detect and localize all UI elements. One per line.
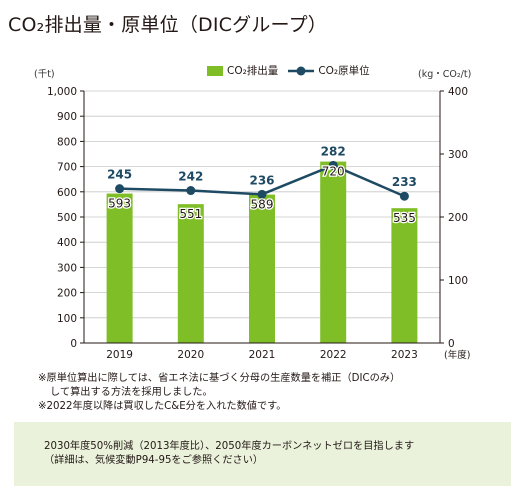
emissions-bar (320, 161, 347, 343)
right-axis-tick-label: 400 (448, 86, 468, 98)
left-axis-tick-label: 1,000 (47, 86, 77, 98)
emissions-data-label: 551 (179, 207, 202, 221)
x-axis-tick-label: 2021 (249, 349, 276, 361)
legend-bar-label: CO₂排出量 (227, 65, 279, 77)
target-line-2: （詳細は、気候変動P94-95をご参照ください） (44, 455, 264, 466)
left-axis-tick-label: 200 (57, 288, 77, 300)
x-axis-tick-label: 2023 (391, 349, 418, 361)
emissions-bar (177, 204, 204, 343)
intensity-data-label: 245 (107, 168, 132, 182)
chart-title: CO₂排出量・原単位（DICグループ） (8, 14, 327, 36)
x-axis-tick-label: 2019 (106, 349, 133, 361)
left-axis-tick-label: 300 (57, 262, 77, 274)
emissions-data-label: 593 (108, 197, 131, 211)
right-axis-tick-label: 300 (448, 149, 468, 161)
intensity-data-label: 233 (392, 175, 417, 189)
footnote-1-cont: して算出する方法を採用しました。 (50, 387, 213, 398)
left-axis-tick-label: 700 (57, 162, 77, 174)
intensity-data-label: 242 (178, 170, 203, 184)
legend: CO₂排出量 CO₂原単位 (207, 63, 380, 78)
x-axis-tick-label: 2020 (177, 349, 204, 361)
intensity-data-label: 236 (249, 173, 274, 187)
footnotes: ※原単位算出に際しては、省エネ法に基づく分母の生産数量を補正（DICのみ） して… (38, 372, 400, 414)
left-axis-tick-label: 400 (57, 237, 77, 249)
left-axis-tick-label: 900 (57, 111, 77, 123)
intensity-point (115, 184, 125, 194)
emissions-data-label: 535 (393, 211, 416, 225)
right-axis-tick-label: 0 (448, 338, 455, 350)
intensity-point (328, 160, 338, 170)
emissions-bar (391, 208, 418, 343)
emissions-bar (106, 193, 133, 343)
legend-item-emissions: CO₂排出量 (207, 63, 278, 78)
target-box: 2030年度50%削減（2013年度比）、2050年度カーボンネットゼロを目指し… (14, 422, 511, 486)
right-axis-tick-label: 100 (448, 275, 468, 287)
right-axis-tick-label: 200 (448, 212, 468, 224)
target-line-1: 2030年度50%削減（2013年度比）、2050年度カーボンネットゼロを目指し… (44, 441, 415, 452)
x-axis-tick-label: 2022 (320, 349, 347, 361)
left-axis-unit: (千t) (34, 69, 55, 80)
intensity-point (399, 191, 409, 201)
left-axis-tick-label: 100 (57, 313, 77, 325)
footnote-2: ※2022年度以降は買収したC&E分を入れた数値です。 (38, 401, 287, 412)
right-axis-unit: (kg・CO₂/t) (418, 69, 472, 80)
legend-item-intensity: CO₂原単位 (288, 63, 370, 78)
emissions-data-label: 720 (322, 165, 345, 179)
emissions-data-label: 589 (251, 198, 274, 212)
legend-line-swatch (288, 66, 315, 75)
left-axis-tick-label: 800 (57, 136, 77, 148)
left-axis-tick-label: 500 (57, 212, 77, 224)
left-axis-tick-label: 600 (57, 187, 77, 199)
legend-line-label: CO₂原単位 (318, 65, 370, 77)
intensity-point (186, 186, 196, 196)
legend-bar-swatch (207, 65, 223, 76)
emissions-bar (249, 194, 275, 343)
intensity-point (257, 189, 267, 199)
target-text: 2030年度50%削減（2013年度比）、2050年度カーボンネットゼロを目指し… (44, 440, 414, 468)
left-axis-tick-label: 0 (70, 338, 77, 350)
footnote-1: ※原単位算出に際しては、省エネ法に基づく分母の生産数量を補正（DICのみ） (38, 373, 401, 384)
combo-chart: 0 100 200 300 400 500 600 700 800 900 1,000 0 100 200… (47, 86, 470, 361)
x-axis-unit: (年度) (444, 349, 470, 361)
intensity-data-label: 282 (321, 144, 346, 158)
